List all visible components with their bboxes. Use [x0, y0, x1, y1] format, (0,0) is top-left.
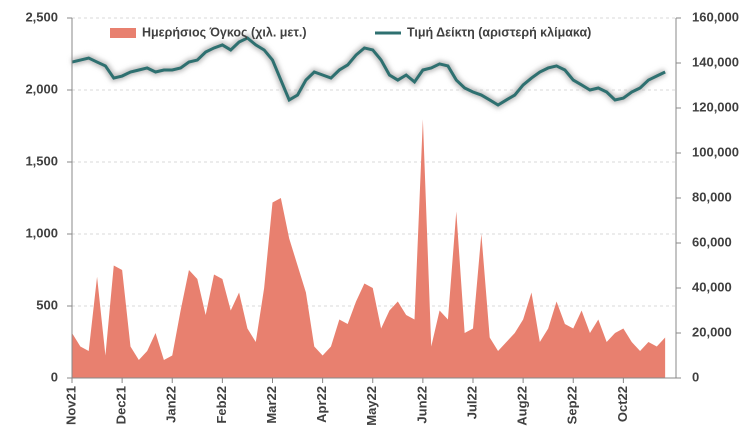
y2-tick-label: 20,000 [692, 324, 732, 339]
index-line [71, 36, 666, 107]
y2-tick-label: 80,000 [692, 189, 732, 204]
x-tick-label: Jan22 [164, 386, 179, 423]
x-tick-label: Mar22 [264, 386, 279, 424]
x-tick-label: Jul22 [464, 386, 479, 419]
y2-tick-label: 160,000 [692, 9, 739, 24]
y-tick-label: 0 [51, 369, 58, 384]
y-tick-label: 2,000 [25, 81, 58, 96]
y2-tick-label: 100,000 [692, 144, 739, 159]
axes: 0 500 1,000 1,500 2,000 2,500 0 20,000 40,000 60,… [25, 9, 739, 425]
x-tick-label: May22 [364, 386, 379, 426]
x-tick-label: Sep22 [565, 386, 580, 424]
x-tick-label: Apr22 [314, 386, 329, 423]
legend-swatch [110, 28, 136, 38]
x-tick-label: Dec21 [114, 386, 129, 424]
area-layer [72, 119, 666, 378]
x-tick-label: Aug22 [515, 386, 530, 426]
legend-label: Τιμή Δείκτη (αριστερή κλίμακα) [407, 25, 591, 39]
volume-area [72, 119, 666, 378]
y-tick-label: 2,500 [25, 9, 58, 24]
y2-tick-label: 120,000 [692, 99, 739, 114]
line-layer [71, 33, 667, 110]
y2-tick-label: 0 [692, 369, 699, 384]
y2-tick-label: 140,000 [692, 54, 739, 69]
y2-tick-label: 40,000 [692, 279, 732, 294]
legend-label: Ημερήσιος Όγκος (χιλ. μετ.) [142, 25, 307, 39]
grid [72, 17, 676, 307]
x-tick-label: Nov21 [63, 386, 78, 425]
x-tick-label: Feb22 [214, 386, 229, 424]
y-tick-label: 1,000 [25, 225, 58, 240]
y-tick-label: 500 [36, 297, 58, 312]
x-tick-label: Oct22 [615, 386, 630, 422]
y2-tick-label: 60,000 [692, 234, 732, 249]
x-tick-label: Jun22 [414, 386, 429, 424]
y-tick-label: 1,500 [25, 153, 58, 168]
